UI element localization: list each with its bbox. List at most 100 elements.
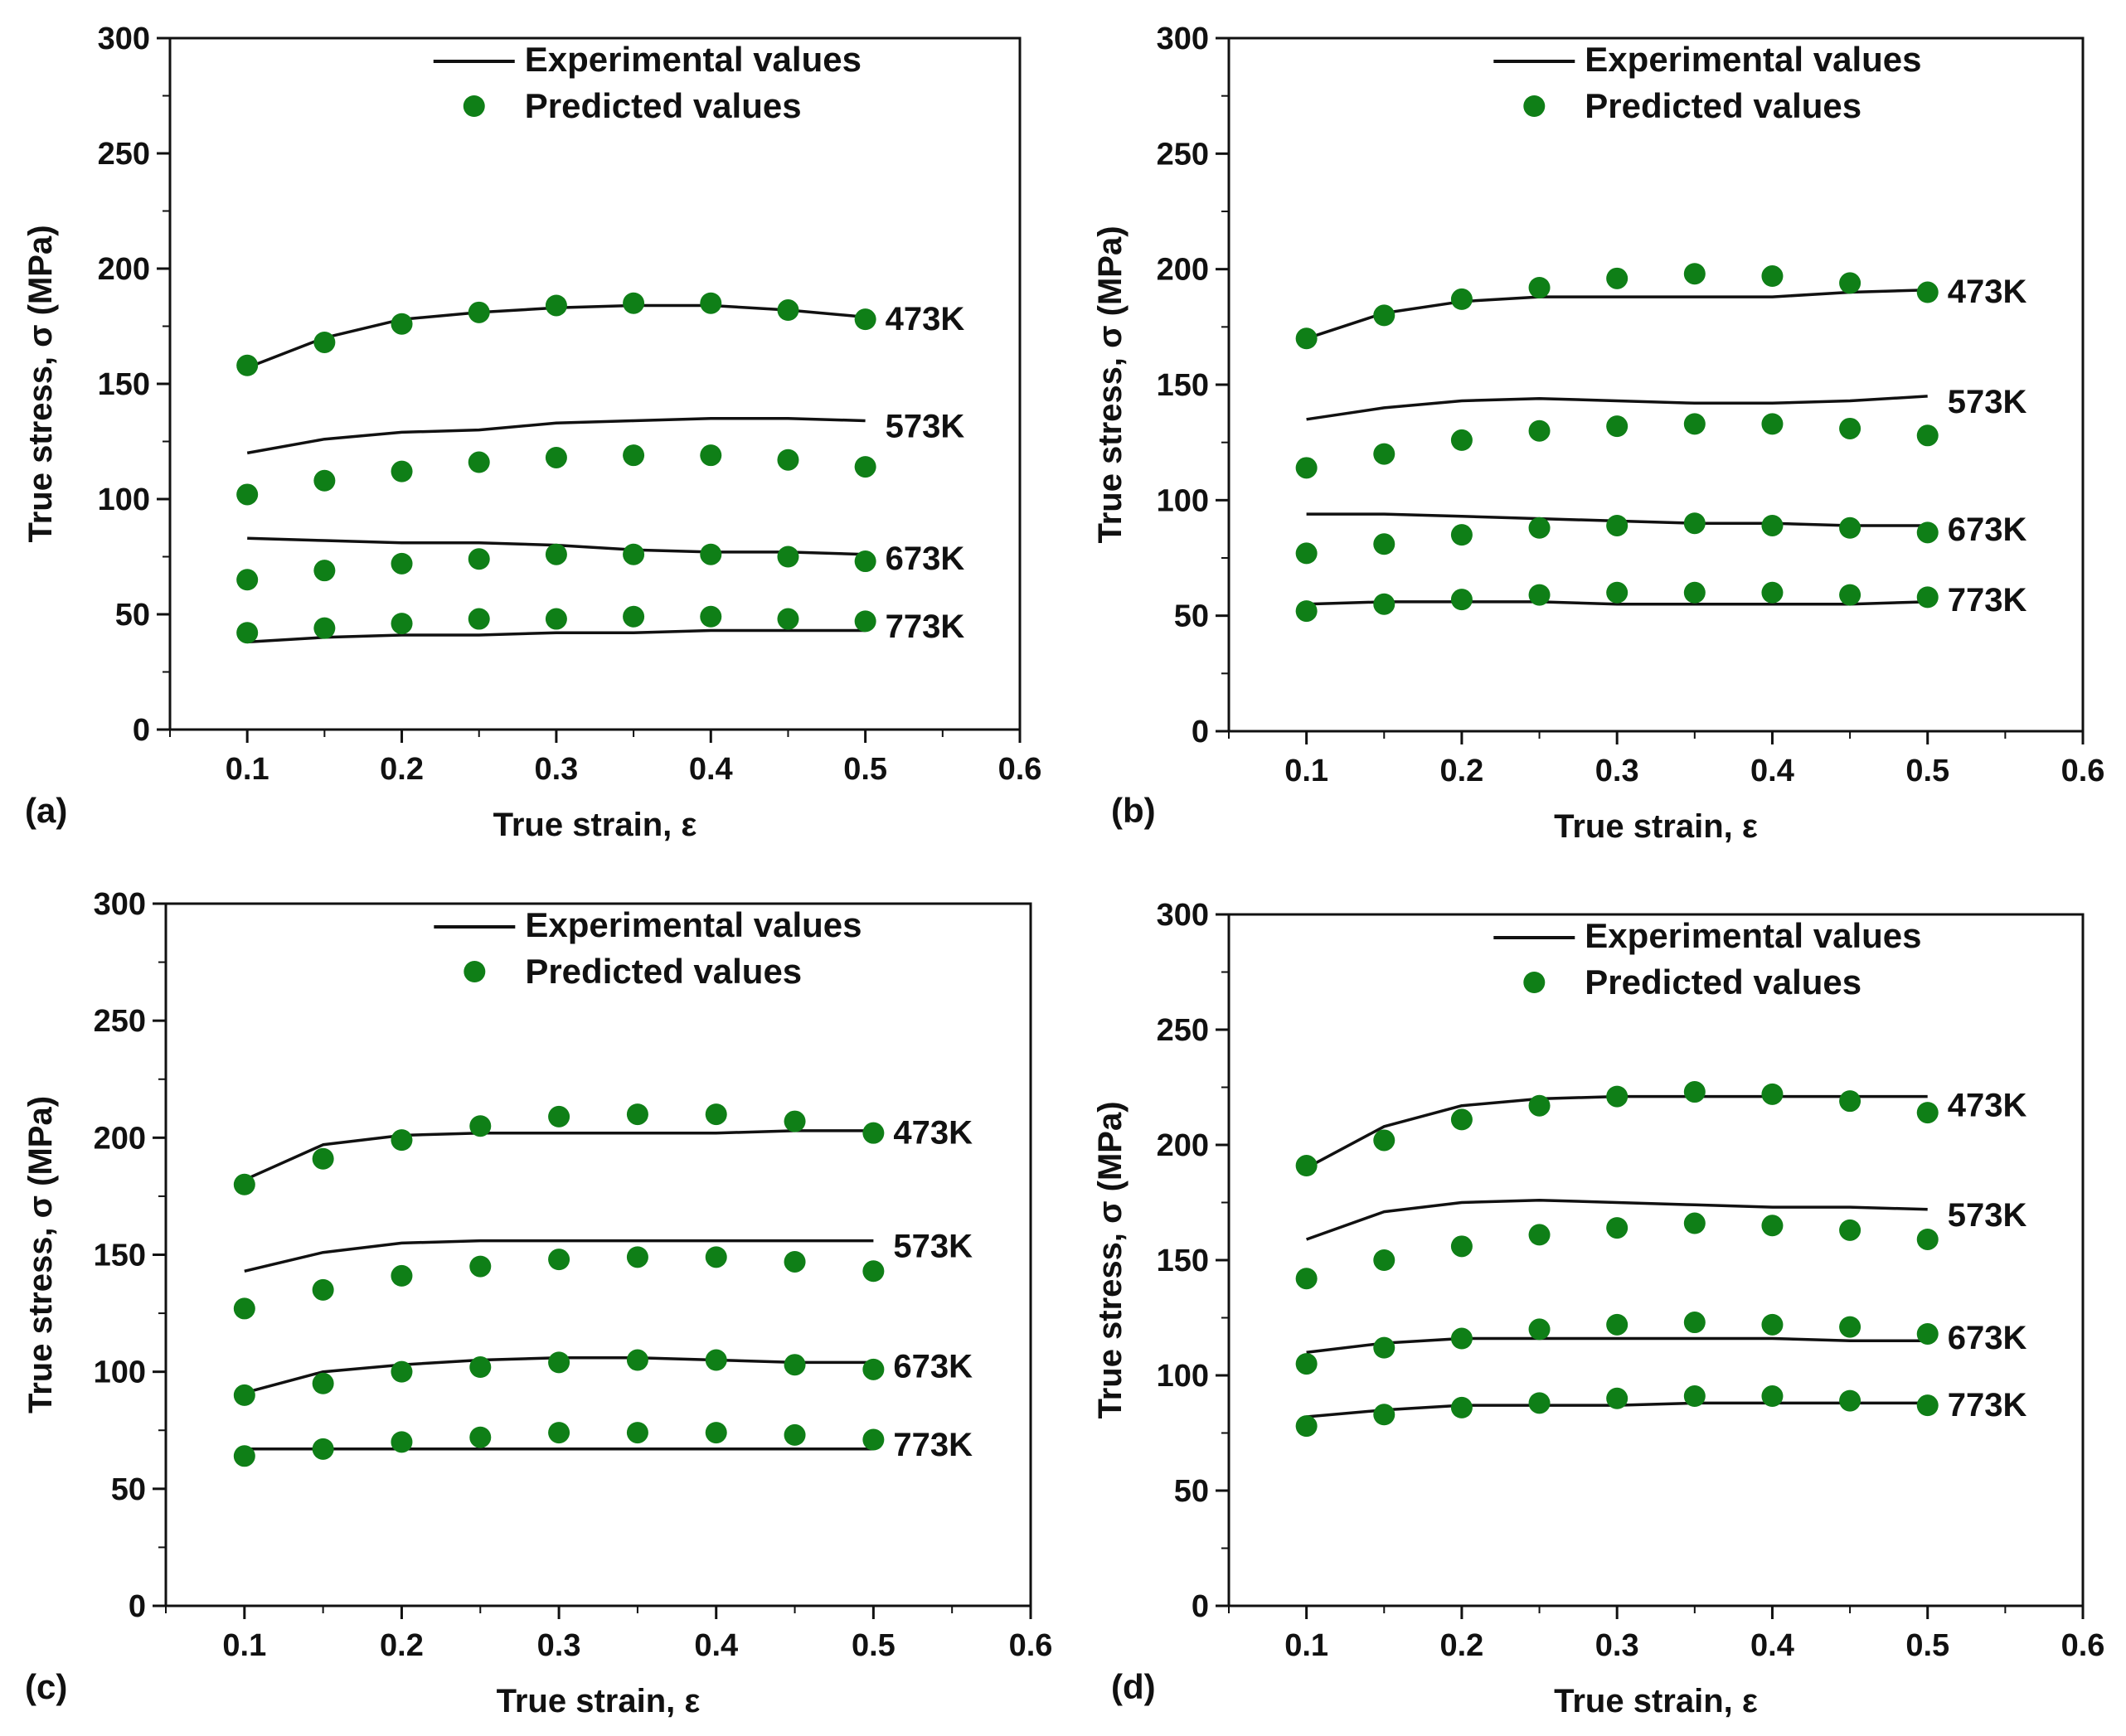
series-473K: 473K [233,1103,973,1195]
legend-predicted: Predicted values [1585,86,1861,125]
series-673K: 673K [236,536,964,591]
temperature-label: 573K [1948,1197,2027,1234]
predicted-point [784,1354,806,1376]
predicted-point [1450,1396,1473,1418]
temperature-label: 773K [1948,582,2027,618]
predicted-point [1528,1318,1551,1341]
predicted-point [1295,327,1318,350]
predicted-point [626,1103,648,1126]
predicted-point [784,1110,806,1132]
predicted-point [1295,457,1318,479]
predicted-point [1606,267,1628,289]
predicted-point [1761,1313,1784,1336]
predicted-point [468,608,490,630]
predicted-point [1528,419,1551,442]
predicted-point [784,1423,806,1446]
predicted-point [1683,1081,1706,1103]
legend-marker-swatch [464,961,486,982]
predicted-point [623,292,645,314]
predicted-point [312,1278,334,1301]
predicted-point [705,1422,727,1444]
experimental-line [1306,1198,1928,1241]
predicted-point [548,1351,570,1374]
predicted-point [1528,276,1551,298]
predicted-point [1606,1217,1628,1239]
experimental-line [1306,288,1928,340]
predicted-point [1295,1268,1318,1290]
predicted-point [1528,1392,1551,1414]
predicted-point [391,1264,413,1287]
series-473K: 473K [1295,263,2027,350]
predicted-point [469,1255,492,1278]
chart-panel-a: 0.1 0.2 0.3 0.4 0.5 0.6 0 50 100 150 200 250 300 True… [22,22,1041,843]
predicted-point [862,1260,885,1283]
predicted-point [1761,581,1784,604]
experimental-line [244,1239,874,1273]
predicted-point [1450,1235,1473,1258]
predicted-point [1683,263,1706,285]
panel-label: (d) [1111,1667,1156,1706]
predicted-point [1916,1228,1939,1250]
legend-experimental: Experimental values [525,905,862,944]
predicted-point [1606,514,1628,536]
predicted-point [1295,1155,1318,1177]
predicted-point [1839,417,1861,439]
predicted-point [1373,1404,1395,1426]
predicted-point [1916,1322,1939,1345]
predicted-point [700,292,722,314]
predicted-point [1295,1415,1318,1438]
x-tick-label: 0.6 [998,752,1042,787]
predicted-point [626,1349,648,1371]
predicted-point [777,608,799,630]
legend-experimental: Experimental values [1585,40,1921,79]
temperature-label: 773K [886,609,965,645]
legend-experimental: Experimental values [1585,916,1921,955]
predicted-point [1839,272,1861,294]
predicted-point [777,449,799,471]
x-tick-label: 0.3 [537,1628,581,1663]
series-573K: 573K [1295,1197,2027,1290]
y-tick-label: 50 [115,598,150,633]
predicted-point [854,550,876,573]
predicted-point [1450,589,1473,611]
predicted-point [1839,516,1861,539]
y-axis-title: True stress, σ (MPa) [22,225,59,542]
legend-marker-swatch [1523,95,1546,117]
temperature-label: 673K [1948,1320,2027,1356]
legend-predicted: Predicted values [1585,963,1861,1001]
predicted-point [1373,443,1395,465]
legend-experimental: Experimental values [525,40,862,79]
panel-label: (b) [1111,791,1156,830]
experimental-line [247,628,866,644]
predicted-point [391,1360,413,1383]
predicted-point [468,301,490,323]
predicted-point [1528,1224,1551,1246]
temperature-label: 473K [886,301,965,337]
predicted-point [391,613,413,635]
legend-marker-swatch [463,95,485,117]
series-673K: 673K [233,1349,973,1406]
temperature-label: 473K [1948,1087,2027,1123]
predicted-point [236,483,259,506]
y-tick-label: 150 [1157,368,1209,403]
series-773K: 773K [1295,581,2027,623]
predicted-point [1373,304,1395,327]
y-tick-label: 200 [94,1121,146,1156]
predicted-point [1450,1108,1473,1131]
temperature-label: 573K [1948,384,2027,420]
predicted-point [700,605,722,628]
x-tick-label: 0.5 [852,1628,896,1663]
predicted-point [1606,1085,1628,1108]
legend-predicted: Predicted values [525,86,802,125]
predicted-point [233,1445,255,1467]
y-tick-label: 250 [1157,1013,1209,1048]
predicted-point [1528,584,1551,606]
predicted-point [626,1422,648,1444]
predicted-point [391,313,413,335]
predicted-point [1450,288,1473,310]
predicted-point [1295,542,1318,565]
x-tick-label: 0.3 [1595,1628,1639,1663]
temperature-label: 473K [1948,274,2027,310]
predicted-point [233,1297,255,1320]
x-tick-label: 0.2 [1439,1628,1483,1663]
